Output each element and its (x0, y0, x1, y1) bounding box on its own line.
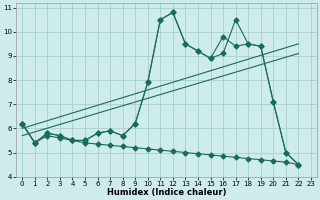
X-axis label: Humidex (Indice chaleur): Humidex (Indice chaleur) (107, 188, 226, 197)
